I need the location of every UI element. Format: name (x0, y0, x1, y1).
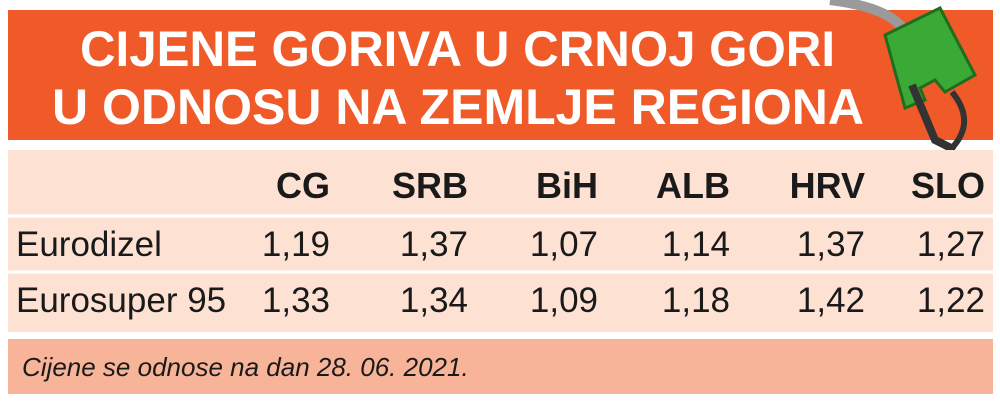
cell: 1,27 (917, 225, 985, 264)
cell: 1,19 (262, 225, 330, 264)
cell: 1,42 (797, 281, 865, 320)
table-bg (8, 150, 993, 332)
title-line: CIJENE GORIVA U CRNOJ GORI (80, 21, 835, 77)
column-header: CG (276, 165, 330, 206)
row-label: Eurosuper 95 (16, 281, 226, 320)
cell: 1,37 (400, 225, 468, 264)
cell: 1,22 (917, 281, 985, 320)
cell: 1,09 (530, 281, 598, 320)
header-band (8, 10, 993, 140)
row-label: Eurodizel (16, 225, 162, 264)
column-header: SLO (911, 165, 985, 206)
footer-note: Cijene se odnose na dan 28. 06. 2021. (22, 352, 469, 382)
fuel-nozzle-icon (829, 0, 978, 154)
column-header: BiH (536, 165, 598, 206)
column-header: HRV (790, 165, 865, 206)
title-line: U ODNOSU NA ZEMLJE REGIONA (52, 79, 864, 135)
cell: 1,07 (530, 225, 598, 264)
cell: 1,33 (262, 281, 330, 320)
column-header: SRB (392, 165, 468, 206)
cell: 1,18 (662, 281, 730, 320)
column-header: ALB (656, 165, 730, 206)
footer-band (8, 339, 993, 394)
table: CG SRB BiH ALB HRV SLO Eurodizel 1,19 1,37 1,07 1,… (16, 165, 985, 320)
cell: 1,37 (797, 225, 865, 264)
cell: 1,14 (662, 225, 730, 264)
cell: 1,34 (400, 281, 468, 320)
